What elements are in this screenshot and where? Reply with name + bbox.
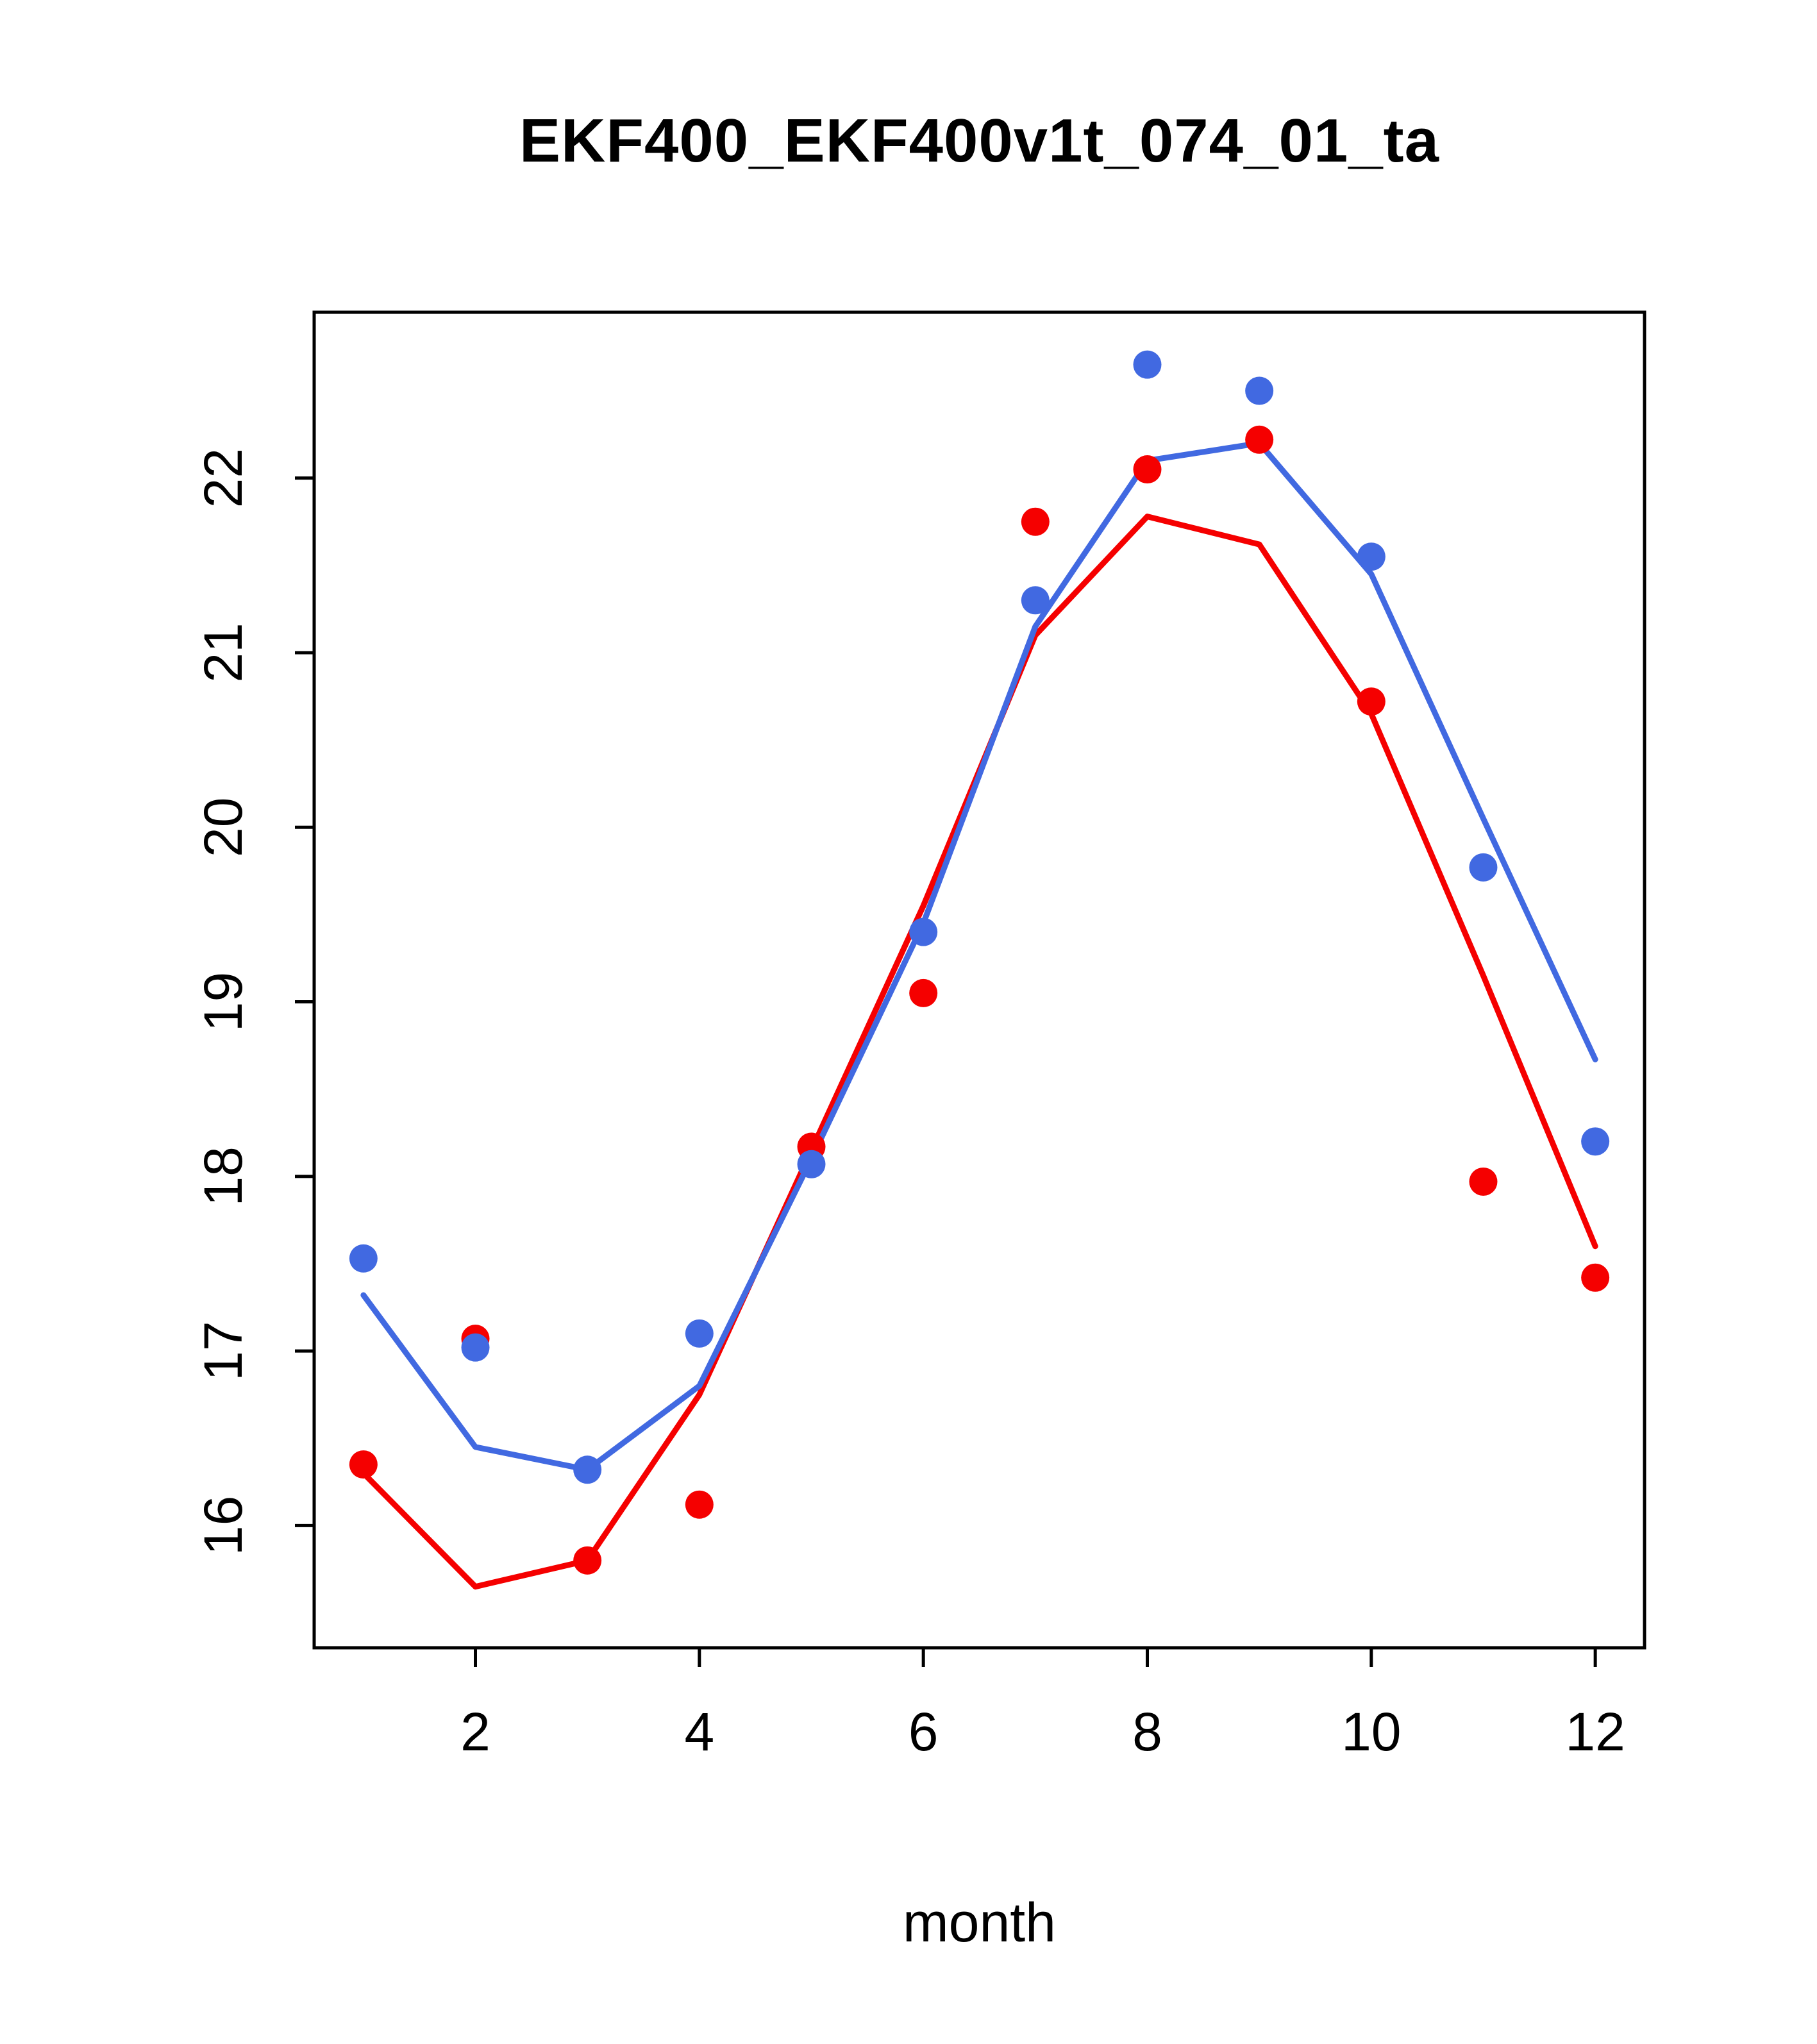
blue-points-marker [573, 1455, 602, 1484]
red-points-marker [1469, 1167, 1498, 1196]
red-line [360, 514, 1598, 1590]
chart-title: EKF400_EKF400v1t_074_01_ta [519, 106, 1439, 175]
blue-points-marker [1581, 1127, 1610, 1156]
red-points-marker [1581, 1263, 1610, 1292]
x-axis-label: month [902, 1892, 1057, 1954]
blue-points-marker [1245, 376, 1274, 405]
y-tick-label: 18 [193, 1146, 253, 1206]
plot-border [312, 310, 1646, 1650]
x-tick-label: 4 [684, 1702, 714, 1762]
blue-points-marker [797, 1150, 826, 1178]
y-tick-label: 21 [193, 623, 253, 682]
red-points-marker [349, 1450, 378, 1479]
blue-points-marker [909, 917, 938, 946]
x-tick-label: 8 [1132, 1702, 1162, 1762]
blue-points-marker [685, 1319, 714, 1348]
red-points-marker [1133, 455, 1162, 484]
y-tick-label: 22 [193, 448, 253, 508]
blue-line [360, 440, 1598, 1473]
blue-points-marker [461, 1333, 490, 1362]
x-tick-label: 6 [908, 1702, 939, 1762]
y-tick-label: 19 [193, 972, 253, 1032]
y-tick-label: 20 [193, 798, 253, 857]
red-points-marker [1357, 687, 1386, 716]
x-tick-label: 12 [1565, 1702, 1625, 1762]
y-tick-label: 17 [193, 1321, 253, 1380]
blue-points-marker [1021, 586, 1050, 615]
red-points-marker [1245, 425, 1274, 454]
blue-points-marker [1133, 350, 1162, 379]
x-tick-label: 2 [460, 1702, 490, 1762]
red-points-marker [909, 978, 938, 1007]
blue-points-marker [1357, 542, 1386, 571]
blue-points-marker [1469, 853, 1498, 882]
blue-points-marker [349, 1244, 378, 1273]
x-tick-label: 10 [1341, 1702, 1401, 1762]
red-points-marker [573, 1546, 602, 1575]
red-points-marker [685, 1490, 714, 1519]
y-tick-label: 16 [193, 1496, 253, 1555]
red-points-marker [1021, 507, 1050, 536]
